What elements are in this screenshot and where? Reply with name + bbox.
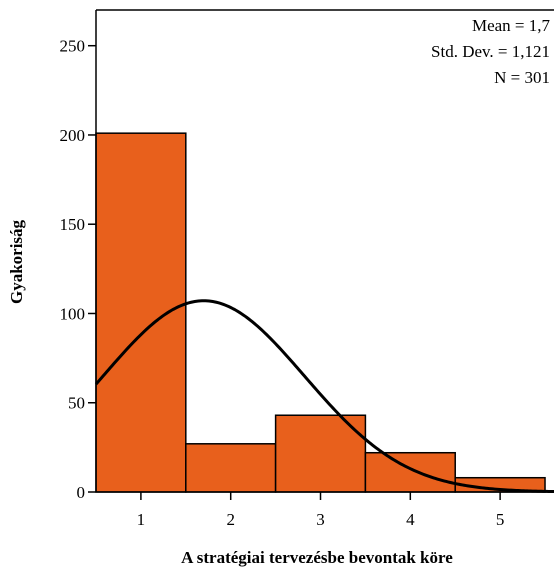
stat-n: N = 301: [494, 68, 550, 87]
y-tick-label-100: 100: [60, 304, 86, 323]
x-axis-title: A stratégiai tervezésbe bevontak köre: [181, 548, 453, 567]
x-tick-label-3: 3: [316, 510, 325, 529]
stat-mean: Mean = 1,7: [472, 16, 551, 35]
y-axis-title: Gyakoriság: [7, 219, 26, 304]
x-tick-label-1: 1: [137, 510, 146, 529]
histogram-bar-2: [185, 443, 277, 493]
histogram-bar-1: [95, 132, 187, 493]
y-tick-label-150: 150: [60, 215, 86, 234]
x-tick-label-4: 4: [406, 510, 415, 529]
y-tick-label-200: 200: [60, 126, 86, 145]
y-tick-label-250: 250: [60, 37, 86, 56]
y-tick-label-0: 0: [77, 483, 86, 502]
x-tick-label-2: 2: [226, 510, 235, 529]
x-tick-label-5: 5: [496, 510, 505, 529]
normal-curve: [94, 299, 554, 494]
histogram-bar-3: [274, 414, 367, 493]
histogram-bar-4: [364, 451, 456, 493]
axes-group: 0 50 100 150 200 250 1 2 3 4 5: [60, 9, 554, 529]
stat-std-dev: Std. Dev. = 1,121: [431, 42, 550, 61]
y-tick-label-50: 50: [68, 394, 85, 413]
bars-group: [95, 132, 546, 493]
